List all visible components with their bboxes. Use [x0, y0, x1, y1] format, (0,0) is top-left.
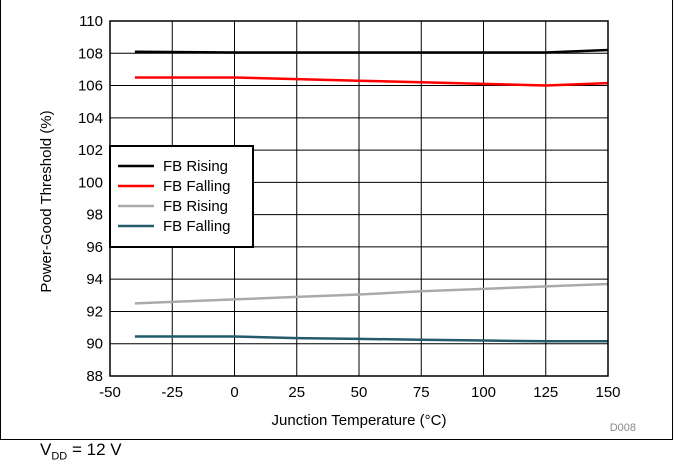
x-tick-label: 100: [471, 384, 496, 401]
legend-label: FB Falling: [163, 218, 231, 235]
legend-box: [109, 145, 254, 248]
footnote-suffix: = 12 V: [67, 440, 122, 459]
footnote-prefix: V: [40, 440, 52, 459]
supply-voltage-note: VDD = 12 V: [40, 440, 122, 462]
y-tick-label: 110: [79, 13, 103, 30]
y-tick-label: 90: [86, 336, 103, 353]
x-axis-title: Junction Temperature (°C): [272, 412, 447, 429]
x-tick-label: 25: [288, 384, 305, 401]
x-tick-label: 0: [230, 384, 238, 401]
x-tick-label: 125: [533, 384, 558, 401]
y-tick-labels: 88 90 92 94 96 98 100 102 104 106 108 110: [78, 13, 103, 385]
legend-label: FB Rising: [163, 158, 228, 175]
y-tick-label: 100: [78, 174, 103, 191]
footnote-subscript: DD: [51, 450, 68, 463]
legend-label: FB Falling: [163, 178, 231, 195]
y-tick-label: 92: [86, 303, 103, 320]
y-axis-title: Power-Good Threshold (%): [38, 110, 55, 292]
y-tick-label: 104: [78, 110, 103, 127]
x-tick-label: 75: [413, 384, 430, 401]
x-tick-labels: -50 -25 0 25 50 75 100 125 150: [99, 384, 620, 401]
legend: FB Rising FB Falling FB Rising FB Falling: [109, 145, 254, 248]
series-lines: [134, 48, 609, 343]
y-tick-label: 108: [78, 45, 103, 62]
x-tick-label: 50: [351, 384, 368, 401]
x-tick-label: 150: [595, 384, 620, 401]
x-tick-label: -25: [161, 384, 183, 401]
y-tick-label: 98: [86, 207, 103, 224]
series-line-1: [134, 48, 609, 54]
y-tick-label: 88: [86, 368, 103, 385]
figure-id: D008: [610, 422, 636, 434]
y-tick-label: 94: [86, 271, 103, 288]
series-line-2: [134, 76, 609, 87]
x-tick-label: -50: [99, 384, 121, 401]
line-chart: -50 -25 0 25 50 75 100 125 150 88 90 92 94 96 98 100 10…: [38, 13, 636, 434]
series-line-4: [134, 335, 608, 343]
legend-label: FB Rising: [163, 198, 228, 215]
y-tick-label: 102: [78, 142, 103, 159]
y-tick-label: 96: [86, 239, 103, 256]
y-tick-label: 106: [78, 78, 103, 95]
series-line-3: [134, 282, 609, 305]
